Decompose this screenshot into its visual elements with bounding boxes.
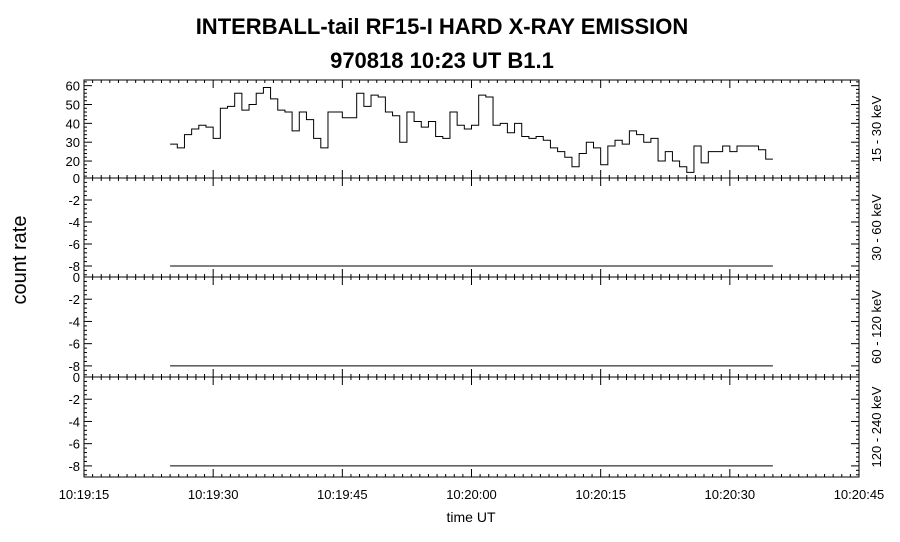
band-label: 120 - 240 keV: [869, 386, 884, 467]
panel-1: 20 30 40 50 60 15 - 30 keV: [66, 79, 884, 179]
y-tick-label: 0: [73, 370, 80, 385]
y-tick-label: 40: [66, 116, 80, 131]
panel-frame: [83, 177, 860, 278]
panel-4: -8 -6 -4 -2 0 120 - 240 keV: [68, 370, 884, 478]
chart-subtitle: 970818 10:23 UT B1.1: [330, 48, 554, 73]
y-tick-label: -4: [68, 314, 80, 329]
panels-group: 20 30 40 50 60 15 - 30 keV -8 -6 -4 -2 0 30 - 60 ke…: [66, 79, 884, 478]
y-tick-label: 0: [73, 171, 80, 186]
x-tick-label: 10:20:15: [575, 487, 626, 502]
band-label: 15 - 30 keV: [869, 95, 884, 162]
y-tick-label: -6: [68, 337, 80, 352]
y-tick-label: -2: [68, 292, 80, 307]
y-tick-label: -8: [68, 459, 80, 474]
band-label: 30 - 60 keV: [869, 194, 884, 261]
panel-3: -8 -6 -4 -2 0 60 - 120 keV: [68, 270, 884, 378]
panel-frame: [83, 276, 860, 378]
x-tick-labels: 10:19:15 10:19:30 10:19:45 10:20:00 10:20:15…: [59, 487, 885, 502]
panel-frame: [83, 376, 860, 478]
x-tick-label: 10:20:30: [705, 487, 756, 502]
y-tick-label: -6: [68, 237, 80, 252]
x-tick-label: 10:19:45: [317, 487, 368, 502]
y-tick-label: -2: [68, 392, 80, 407]
series-line-histogram: [170, 87, 773, 173]
y-tick-label: 50: [66, 98, 80, 113]
y-tick-label: 60: [66, 79, 80, 94]
panel-2: -8 -6 -4 -2 0 30 - 60 keV: [68, 171, 884, 278]
band-label: 60 - 120 keV: [869, 290, 884, 364]
y-axis-label: count rate: [9, 216, 31, 305]
y-tick-label: -8: [68, 259, 80, 274]
x-tick-label: 10:20:45: [834, 487, 885, 502]
y-tick-label: -4: [68, 414, 80, 429]
x-tick-label: 10:20:00: [446, 487, 497, 502]
y-tick-label: -8: [68, 359, 80, 374]
x-tick-label: 10:19:15: [59, 487, 110, 502]
x-tick-label: 10:19:30: [188, 487, 239, 502]
y-tick-label: -4: [68, 215, 80, 230]
y-tick-label: 0: [73, 270, 80, 285]
chart-title: INTERBALL-tail RF15-I HARD X-RAY EMISSIO…: [196, 14, 689, 39]
y-tick-label: 20: [66, 154, 80, 169]
y-tick-label: 30: [66, 135, 80, 150]
y-tick-label: -6: [68, 437, 80, 452]
x-axis-label: time UT: [447, 509, 496, 525]
y-tick-label: -2: [68, 193, 80, 208]
